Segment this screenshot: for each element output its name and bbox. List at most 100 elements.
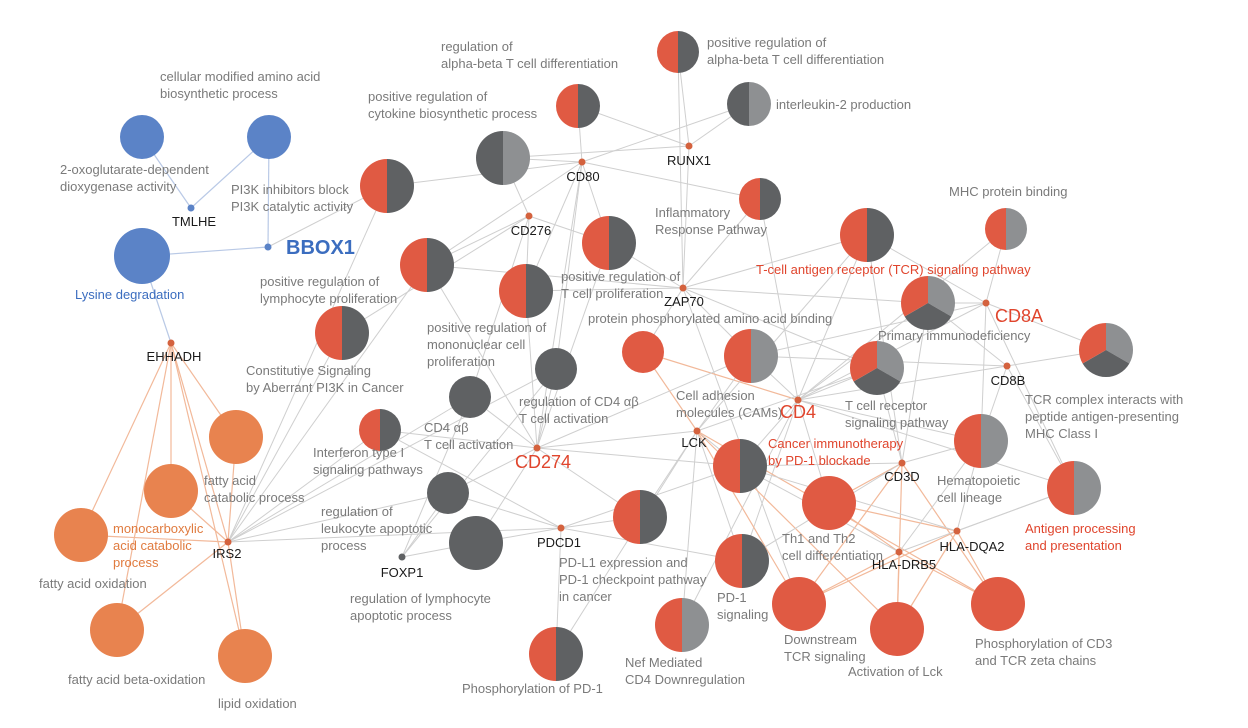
gene-node-ehhadh[interactable]	[167, 339, 175, 347]
gene-node-zap70[interactable]	[679, 284, 687, 292]
term-node-primm[interactable]	[901, 276, 956, 331]
gene-label-foxp1: FOXP1	[381, 565, 424, 580]
term-label-2oxo: 2-oxoglutarate-dependent dioxygenase acti…	[60, 162, 209, 194]
term-node-mcacp[interactable]	[144, 464, 198, 518]
gene-label-cd80: CD80	[566, 169, 599, 184]
gene-label-cd3d: CD3D	[884, 469, 919, 484]
term-label-line: Inflammatory	[655, 205, 731, 220]
edge-CD4-t_nef	[681, 399, 799, 626]
term-node-tcrsp[interactable]	[850, 341, 905, 396]
term-node-ppd1[interactable]	[529, 627, 583, 681]
term-node-rlyap[interactable]	[449, 516, 503, 570]
term-node-agp[interactable]	[1047, 461, 1101, 515]
term-node-dtcr[interactable]	[772, 577, 826, 631]
gene-node-cd80[interactable]	[578, 158, 586, 166]
term-node-pd1s[interactable]	[715, 534, 769, 588]
term-label-line: acid catabolic	[113, 538, 192, 553]
edge-IRS2-t_rlap	[227, 492, 449, 543]
term-label-line: Phosphorylation of CD3	[975, 636, 1112, 651]
edge-CD4-t_hemat	[797, 399, 982, 442]
term-node-ppaab[interactable]	[622, 331, 664, 373]
term-node-nef[interactable]	[655, 598, 709, 652]
term-node-infl[interactable]	[739, 178, 781, 220]
term-node-lipo[interactable]	[218, 629, 272, 683]
term-label-line: T cell receptor	[845, 398, 928, 413]
gene-label-ehhadh: EHHADH	[147, 349, 202, 364]
term-label-facp: fatty acid catabolic process	[204, 473, 305, 505]
gene-node-cd4[interactable]	[794, 396, 802, 404]
term-label-line: PI3K catalytic activity	[231, 199, 354, 214]
term-label-agp: Antigen processing and presentation	[1025, 521, 1136, 553]
edge-CD8A-t_agp	[985, 302, 1075, 489]
gene-node-hladqa2[interactable]	[953, 527, 961, 535]
gene-node-cd8a[interactable]	[982, 299, 990, 307]
term-node-il2[interactable]	[727, 82, 771, 126]
term-node-cipd[interactable]	[713, 439, 767, 493]
term-node-lys[interactable]	[114, 228, 170, 284]
term-label-line: TCR signaling	[784, 649, 866, 664]
term-node-2oxo[interactable]	[120, 115, 164, 159]
gene-node-runx1[interactable]	[685, 142, 693, 150]
term-node-const[interactable]	[315, 306, 369, 360]
term-label-tcrc: TCR complex interacts with peptide antige…	[1025, 392, 1183, 441]
term-node-mhc[interactable]	[985, 208, 1027, 250]
term-node-pcd3[interactable]	[971, 577, 1025, 631]
gene-node-cd276[interactable]	[525, 212, 533, 220]
edge-LCK-t_ppd1	[555, 430, 698, 655]
term-label-line: peptide antigen-presenting	[1025, 409, 1179, 424]
term-node-facp[interactable]	[209, 410, 263, 464]
term-label-line: fatty acid beta-oxidation	[68, 672, 205, 687]
edge-CD274-t_ifn	[379, 429, 538, 449]
term-node-fao[interactable]	[54, 508, 108, 562]
term-node-praab[interactable]	[657, 31, 699, 73]
term-node-rcd4[interactable]	[535, 348, 577, 390]
gene-node-pdcd1[interactable]	[557, 524, 565, 532]
term-node-prmcp[interactable]	[499, 264, 553, 318]
term-label-th12: Th1 and Th2 cell differentiation	[782, 531, 883, 563]
term-label-line: T-cell antigen receptor (TCR) signaling …	[756, 262, 1031, 277]
term-node-cd4ab[interactable]	[449, 376, 491, 418]
term-label-pcd3: Phosphorylation of CD3 and TCR zeta chain…	[975, 636, 1112, 668]
term-label-line: Response Pathway	[655, 222, 768, 237]
term-node-raab[interactable]	[556, 84, 600, 128]
term-node-tcrc[interactable]	[1079, 323, 1133, 377]
term-node-th12[interactable]	[802, 476, 856, 530]
term-node-pi3k[interactable]	[360, 159, 414, 213]
gene-node-cd8b[interactable]	[1003, 362, 1011, 370]
term-label-line: Cell adhesion	[676, 388, 755, 403]
gene-node-foxp1[interactable]	[398, 553, 406, 561]
term-label-line: signaling pathway	[845, 415, 949, 430]
term-node-prlp[interactable]	[400, 238, 454, 292]
term-label-line: alpha-beta T cell differentiation	[707, 52, 884, 67]
term-node-cmaa[interactable]	[247, 115, 291, 159]
edge-CD4-t_mhc	[797, 228, 1007, 401]
term-label-line: fatty acid	[204, 473, 256, 488]
gene-node-irs2[interactable]	[224, 538, 232, 546]
term-node-tcrsig[interactable]	[840, 208, 894, 262]
term-node-pdl1[interactable]	[613, 490, 667, 544]
term-node-prtp[interactable]	[582, 216, 636, 270]
gene-node-cd274[interactable]	[533, 444, 541, 452]
edge-CD80-t_il2	[581, 103, 750, 163]
gene-label-hladrb5: HLA-DRB5	[872, 557, 936, 572]
term-label-tcrsp: T cell receptor signaling pathway	[845, 398, 949, 430]
term-node-rlap[interactable]	[427, 472, 469, 514]
term-node-hemat[interactable]	[954, 414, 1008, 468]
term-label-line: T cell proliferation	[561, 286, 663, 301]
gene-node-cd3d[interactable]	[898, 459, 906, 467]
term-label-prtp: positive regulation of T cell proliferati…	[561, 269, 681, 301]
term-label-line: biosynthetic process	[160, 86, 278, 101]
gene-label-cd276: CD276	[511, 223, 551, 238]
gene-node-tmlhe[interactable]	[187, 204, 195, 212]
term-node-prcb[interactable]	[476, 131, 530, 185]
gene-node-bbox1[interactable]	[264, 243, 272, 251]
edge-ZAP70-t_tcrsig	[682, 234, 868, 289]
term-node-ifn[interactable]	[359, 409, 401, 451]
term-node-actlck[interactable]	[870, 602, 924, 656]
term-label-line: PD-L1 expression and	[559, 555, 688, 570]
term-node-cam[interactable]	[724, 329, 778, 383]
term-node-fabo[interactable]	[90, 603, 144, 657]
term-label-line: Activation of Lck	[848, 664, 943, 679]
gene-node-lck[interactable]	[693, 427, 701, 435]
gene-node-hladrb5[interactable]	[895, 548, 903, 556]
